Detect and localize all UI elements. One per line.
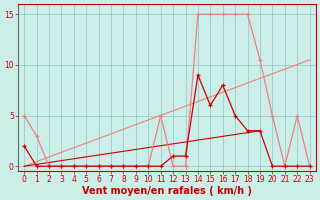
X-axis label: Vent moyen/en rafales ( km/h ): Vent moyen/en rafales ( km/h ) — [82, 186, 252, 196]
